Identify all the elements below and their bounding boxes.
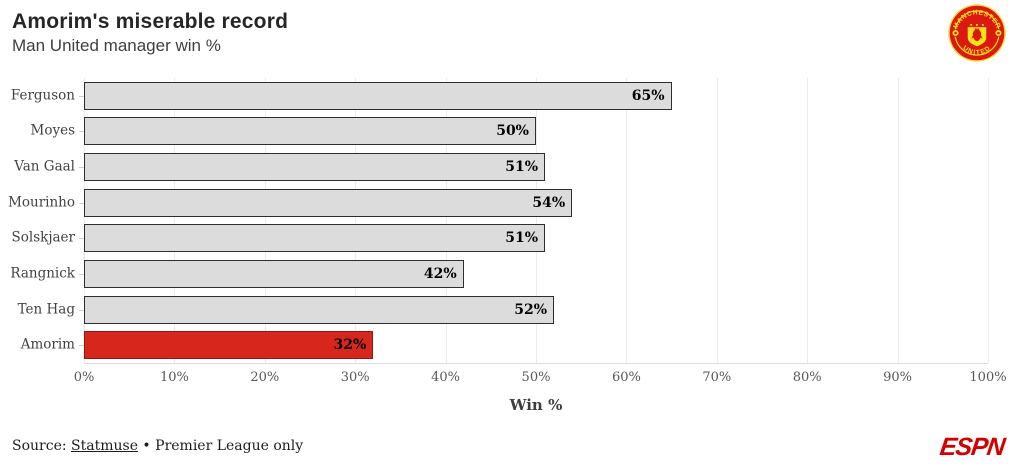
y-axis-tick xyxy=(79,273,84,275)
source-suffix: • Premier League only xyxy=(137,438,304,454)
gridline xyxy=(536,78,537,363)
source-prefix: Source: xyxy=(12,438,72,454)
y-axis-tick xyxy=(79,309,84,311)
y-axis-label: Rangnick xyxy=(10,265,75,282)
x-tick-label: 80% xyxy=(792,370,822,385)
bar: 51% xyxy=(84,224,546,253)
bar-row: Mourinho 54% xyxy=(8,185,988,221)
gridline xyxy=(626,78,628,363)
bar-value-label: 54% xyxy=(532,194,566,211)
page-subtitle: Man United manager win % xyxy=(12,36,221,55)
gridline xyxy=(988,78,989,363)
x-tick-label: 100% xyxy=(969,370,1007,385)
x-tick-label: 60% xyxy=(611,370,641,385)
y-axis-label: Ferguson xyxy=(10,87,75,104)
bar-value-label: 32% xyxy=(333,337,367,354)
gridline xyxy=(807,78,809,363)
manchester-united-crest-icon: MANCHESTER UNITED xyxy=(948,4,1006,62)
bar-value-label: 50% xyxy=(496,123,529,140)
bar-value-label: 65% xyxy=(631,87,665,104)
bar-value-label: 42% xyxy=(423,265,457,282)
y-axis-tick xyxy=(79,202,84,204)
y-axis-label: Van Gaal xyxy=(14,158,75,175)
page-title: Amorim's miserable record xyxy=(12,10,289,33)
y-axis-label: Solskjaer xyxy=(11,229,75,246)
source-link[interactable]: Statmuse xyxy=(71,438,138,454)
bar: 50% xyxy=(84,117,536,146)
bar-row: Moyes 50% xyxy=(31,114,988,150)
x-axis-line xyxy=(84,363,988,364)
y-axis-tick xyxy=(79,345,84,347)
bar-row: Ferguson 65% xyxy=(11,78,988,114)
bar: 52% xyxy=(84,295,555,324)
gridline xyxy=(264,78,266,363)
bar-value-label: 51% xyxy=(505,230,539,247)
gridline xyxy=(174,78,176,363)
bar-chart: Ferguson 65% Moyes 50% Van Gaal 51% Mourinho 54… xyxy=(8,78,989,364)
gridline xyxy=(716,78,718,363)
bar: 32% xyxy=(84,331,374,360)
x-tick-label: 90% xyxy=(883,370,913,385)
y-axis-tick xyxy=(79,167,84,169)
bar-value-label: 51% xyxy=(505,159,539,176)
x-axis-title: Win % xyxy=(509,396,563,414)
y-axis-label: Mourinho xyxy=(8,194,75,211)
bar: 42% xyxy=(84,259,464,288)
gridline xyxy=(84,78,85,363)
y-axis-label: Ten Hag xyxy=(17,301,75,318)
y-axis-tick xyxy=(79,131,84,133)
source-note: Source: Statmuse • Premier League only xyxy=(12,438,303,454)
y-axis-label: Moyes xyxy=(30,123,76,140)
bar: 65% xyxy=(84,81,672,110)
bar-row: Van Gaal 51% xyxy=(14,149,988,185)
bar-row: Amorim 32% xyxy=(21,327,988,363)
gridline xyxy=(897,78,899,363)
x-tick-label: 30% xyxy=(340,370,370,385)
bar-value-label: 52% xyxy=(514,301,548,318)
y-axis-tick xyxy=(79,238,84,240)
x-tick-label: 70% xyxy=(702,370,732,385)
x-tick-label: 0% xyxy=(73,370,95,385)
y-axis-label: Amorim xyxy=(20,336,75,353)
bar: 54% xyxy=(84,188,573,217)
x-axis-ticks: 0% 10% 20% 30% 40% 50% 60% 70% 80% 90% 100% xyxy=(74,370,1007,388)
gridline xyxy=(445,78,447,363)
x-tick-label: 40% xyxy=(431,370,461,385)
x-tick-label: 20% xyxy=(250,370,280,385)
y-axis-tick xyxy=(79,95,84,97)
bar: 51% xyxy=(84,153,546,182)
gridline xyxy=(355,78,357,363)
bar-row: Ten Hag 52% xyxy=(18,292,988,328)
bar-row: Solskjaer 51% xyxy=(12,221,988,257)
x-tick-label: 10% xyxy=(159,370,189,385)
espn-logo: ESPN xyxy=(938,433,1007,461)
bar-row: Rangnick 42% xyxy=(10,256,988,292)
x-tick-label: 50% xyxy=(521,370,551,385)
